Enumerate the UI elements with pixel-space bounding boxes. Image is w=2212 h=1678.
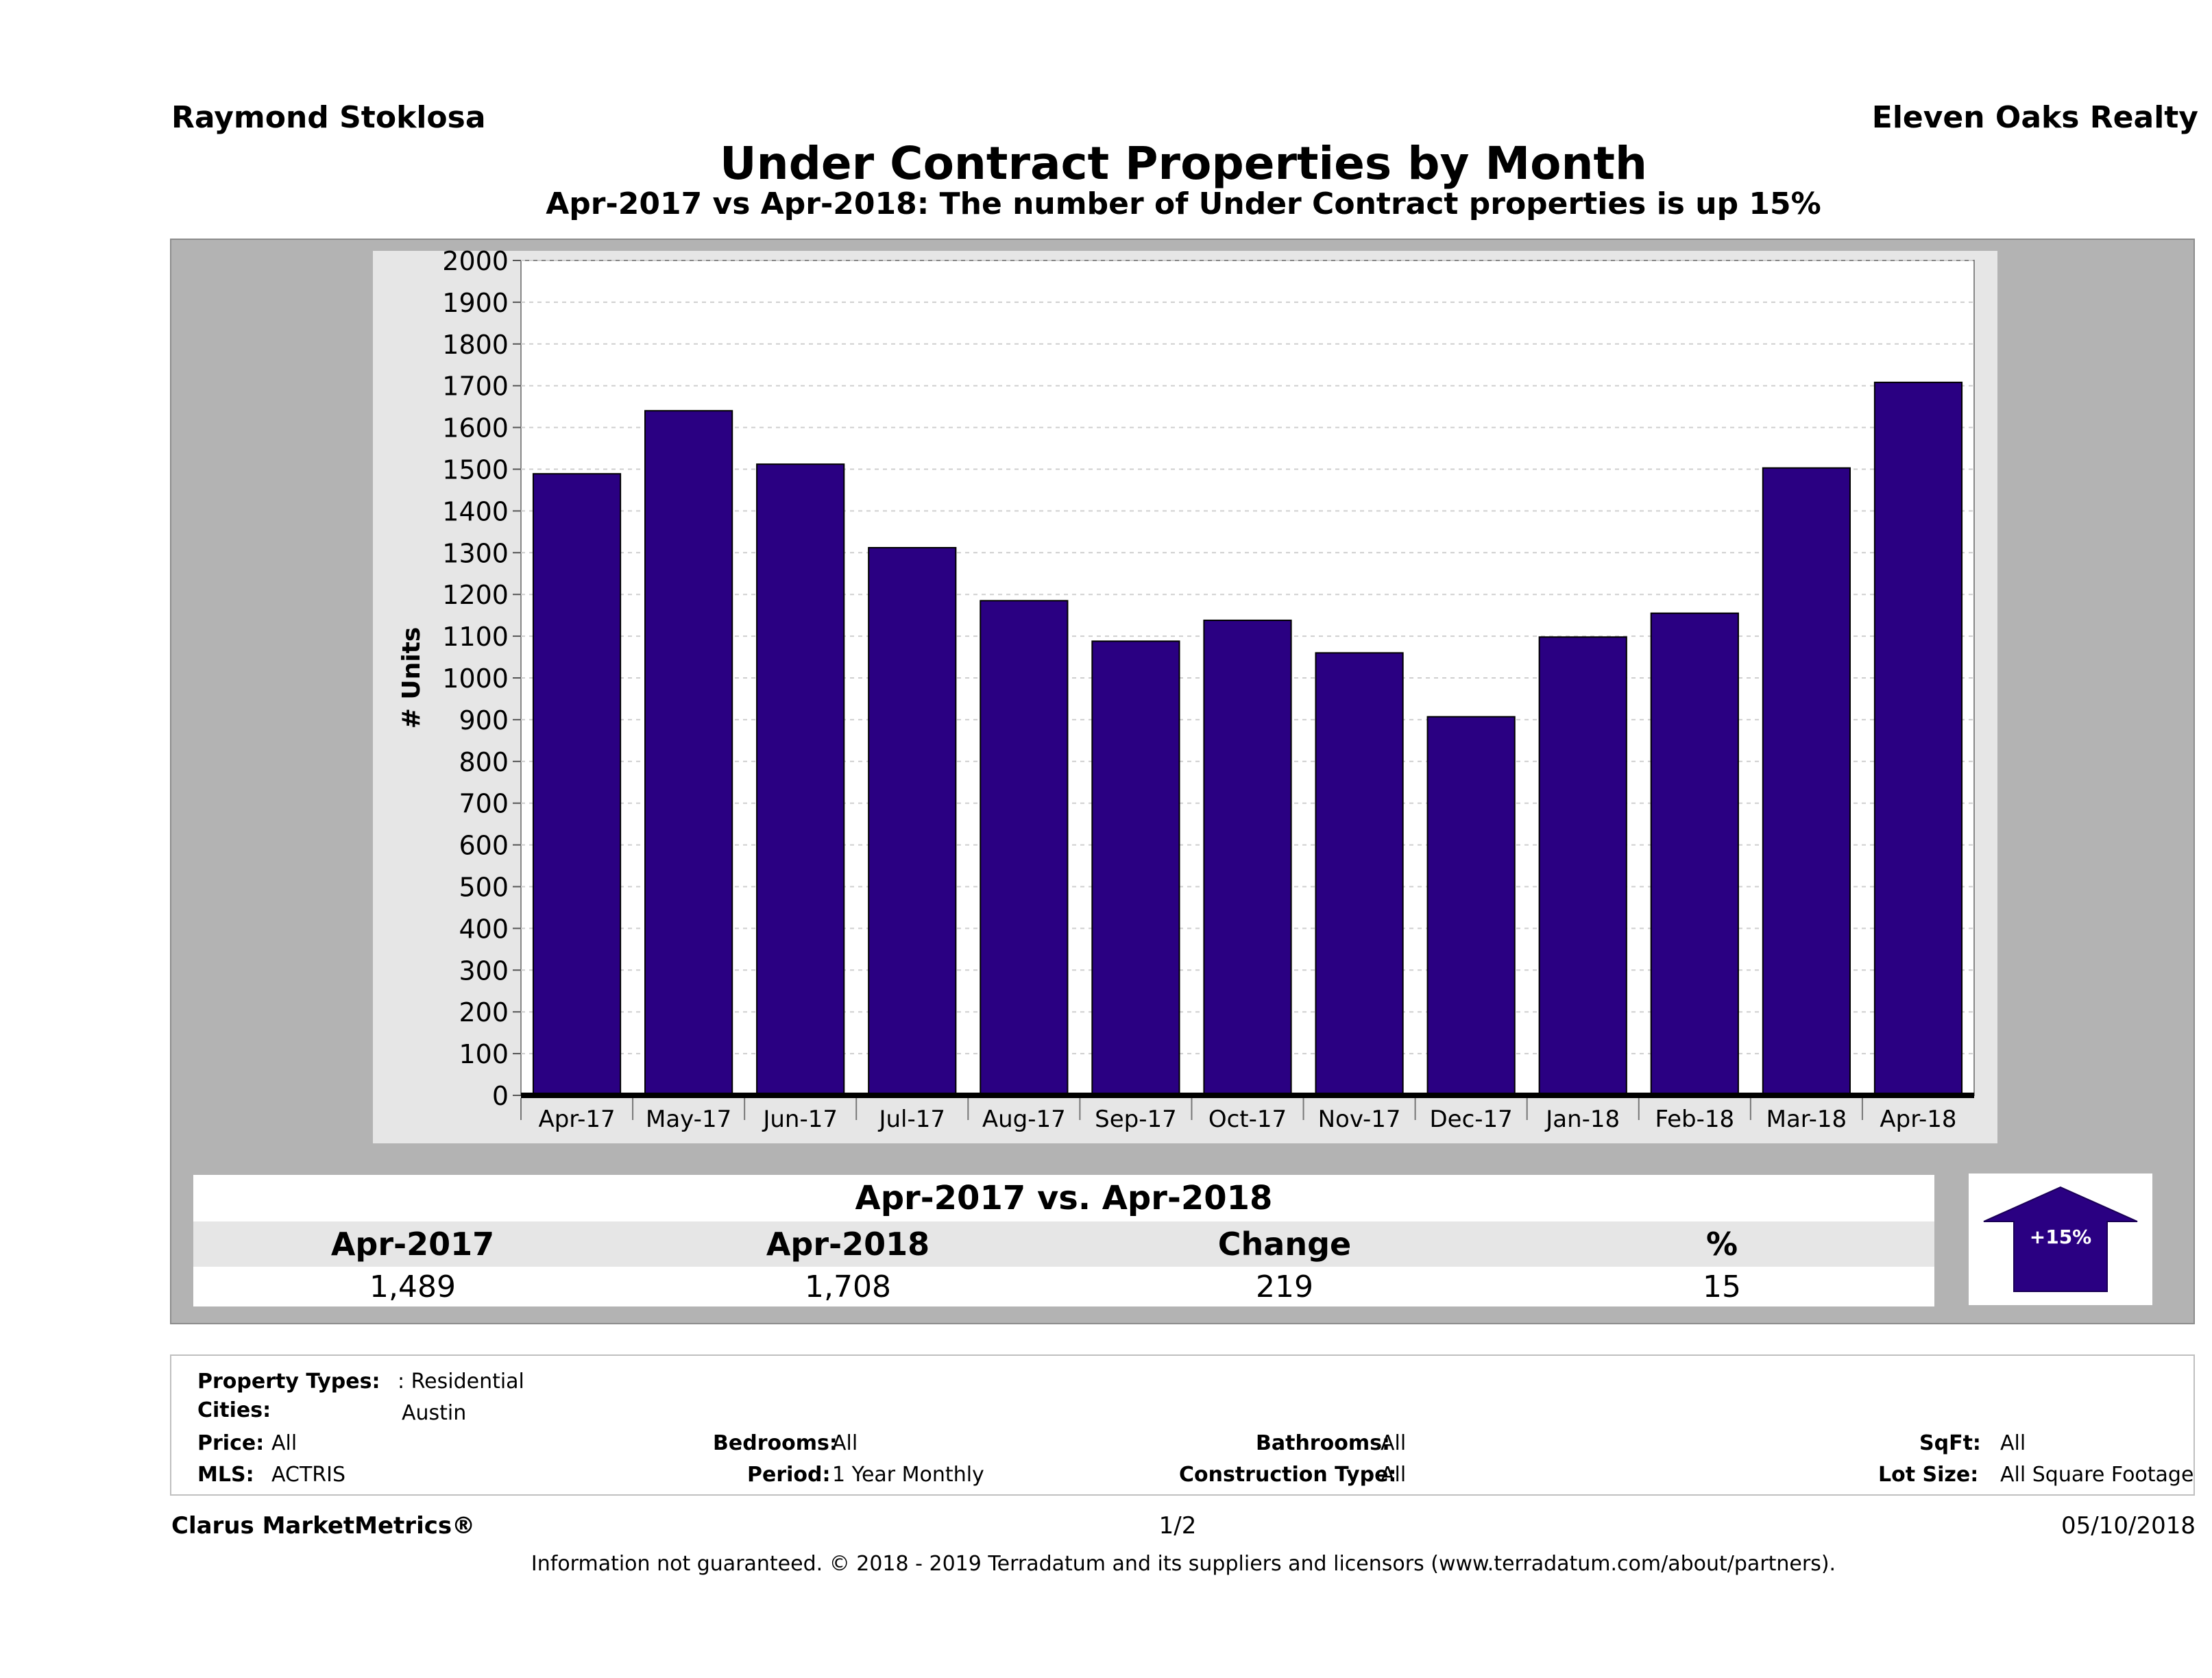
summary-header-row: Apr-2017 Apr-2018 Change %: [193, 1221, 1934, 1267]
cities-label: Cities:: [197, 1398, 271, 1422]
y-tick-label: 1900: [442, 288, 509, 318]
price-label: Price:: [197, 1431, 265, 1455]
up-arrow-icon: [1983, 1186, 2138, 1292]
bar-mar-18: [1762, 467, 1851, 1096]
lot-size-value: All Square Footage: [2000, 1463, 2194, 1487]
y-tick-label: 1000: [442, 664, 509, 694]
bedrooms-label: Bedrooms:: [713, 1431, 838, 1455]
x-tick-label: Oct-17: [1208, 1106, 1287, 1133]
bathrooms-value: All: [1381, 1431, 1407, 1455]
bathrooms-label: Bathrooms:: [1256, 1431, 1390, 1455]
x-tick-label: Dec-17: [1429, 1106, 1512, 1133]
bar-may-17: [644, 410, 733, 1096]
y-tick-label: 500: [459, 873, 509, 903]
filter-info-panel: Property Types: : Residential Cities: Au…: [170, 1354, 2195, 1496]
y-tick-label: 1800: [442, 330, 509, 360]
y-tick-label: 600: [459, 831, 509, 861]
bar-feb-18: [1650, 612, 1739, 1096]
construction-type-label: Construction Type:: [1179, 1463, 1397, 1487]
lot-size-label: Lot Size:: [1878, 1463, 1979, 1487]
summary-header-end: Apr-2018: [766, 1226, 930, 1263]
y-tick-label: 1300: [442, 538, 509, 568]
y-tick-label: 900: [459, 705, 509, 735]
y-tick-label: 1500: [442, 455, 509, 485]
period-label: Period:: [747, 1463, 831, 1487]
disclaimer: Information not guaranteed. © 2018 - 201…: [531, 1552, 1836, 1576]
bar-dec-17: [1426, 716, 1516, 1096]
bar-oct-17: [1203, 619, 1292, 1096]
summary-header-start: Apr-2017: [330, 1226, 495, 1263]
change-badge: +15%: [1969, 1174, 2152, 1305]
y-tick-label: 1700: [442, 372, 509, 402]
footer-brand: Clarus MarketMetrics®: [171, 1512, 476, 1540]
summary-value-start: 1,489: [369, 1269, 456, 1304]
y-tick-label: 1400: [442, 496, 509, 526]
bar-nov-17: [1315, 652, 1404, 1096]
summary-value-end: 1,708: [805, 1269, 891, 1304]
bar-jan-18: [1538, 636, 1627, 1096]
change-badge-label: +15%: [2030, 1226, 2091, 1248]
y-tick-label: 300: [459, 956, 509, 986]
brokerage-name: Eleven Oaks Realty: [1871, 100, 2198, 135]
summary-title: Apr-2017 vs. Apr-2018: [855, 1179, 1273, 1217]
bar-apr-17: [532, 473, 622, 1096]
bar-jun-17: [756, 463, 845, 1096]
agent-name: Raymond Stoklosa: [171, 100, 486, 135]
chart-subtitle: Apr-2017 vs Apr-2018: The number of Unde…: [546, 186, 1821, 221]
summary-header-change: Change: [1217, 1226, 1352, 1263]
y-tick-label: 700: [459, 789, 509, 819]
y-tick-label: 1600: [442, 413, 509, 443]
x-tick-label: Aug-17: [982, 1106, 1066, 1133]
summary-value-percent: 15: [1703, 1269, 1741, 1304]
x-tick-label: Nov-17: [1318, 1106, 1401, 1133]
y-axis-label: # Units: [398, 627, 426, 729]
bedrooms-value: All: [832, 1431, 858, 1455]
y-tick-label: 800: [459, 747, 509, 777]
bar-jul-17: [868, 546, 957, 1096]
property-types-label: Property Types:: [197, 1370, 380, 1394]
x-tick-label: Sep-17: [1095, 1106, 1177, 1133]
y-tick-label: 100: [459, 1039, 509, 1069]
chart-title: Under Contract Properties by Month: [720, 137, 1647, 190]
y-tick-label: 200: [459, 997, 509, 1028]
x-tick-label: Apr-17: [538, 1106, 615, 1133]
x-tick-label: Apr-18: [1880, 1106, 1956, 1133]
cities-value: Austin: [402, 1401, 467, 1425]
bar-aug-17: [980, 600, 1069, 1096]
summary-title-row: Apr-2017 vs. Apr-2018: [193, 1175, 1934, 1221]
x-tick-label: Jul-17: [877, 1106, 945, 1133]
x-tick-label: Jun-17: [762, 1106, 838, 1133]
x-tick-label: Feb-18: [1655, 1106, 1734, 1133]
summary-value-change: 219: [1256, 1269, 1313, 1304]
price-value: All: [271, 1431, 297, 1455]
summary-value-row: 1,489 1,708 219 15: [193, 1267, 1934, 1306]
y-tick-label: 1200: [442, 580, 509, 610]
mls-label: MLS:: [197, 1463, 254, 1487]
mls-value: ACTRIS: [271, 1463, 346, 1487]
report-date: 05/10/2018: [2061, 1512, 2196, 1540]
construction-type-value: All: [1381, 1463, 1407, 1487]
y-tick-label: 1100: [442, 622, 509, 652]
sqft-label: SqFt:: [1919, 1431, 1981, 1455]
bar-apr-18: [1873, 381, 1963, 1096]
y-tick-label: 0: [492, 1081, 509, 1111]
sqft-value: All: [2000, 1431, 2026, 1455]
x-tick-label: Jan-18: [1544, 1106, 1620, 1133]
property-types-value: : Residential: [398, 1370, 524, 1394]
y-tick-label: 2000: [442, 246, 509, 276]
summary-header-percent: %: [1705, 1226, 1738, 1263]
y-tick-label: 400: [459, 914, 509, 944]
page-number: 1/2: [1158, 1512, 1197, 1540]
x-tick-label: May-17: [646, 1106, 731, 1133]
period-value: 1 Year Monthly: [832, 1463, 984, 1487]
x-tick-label: Mar-18: [1766, 1106, 1847, 1133]
bar-sep-17: [1091, 640, 1180, 1096]
